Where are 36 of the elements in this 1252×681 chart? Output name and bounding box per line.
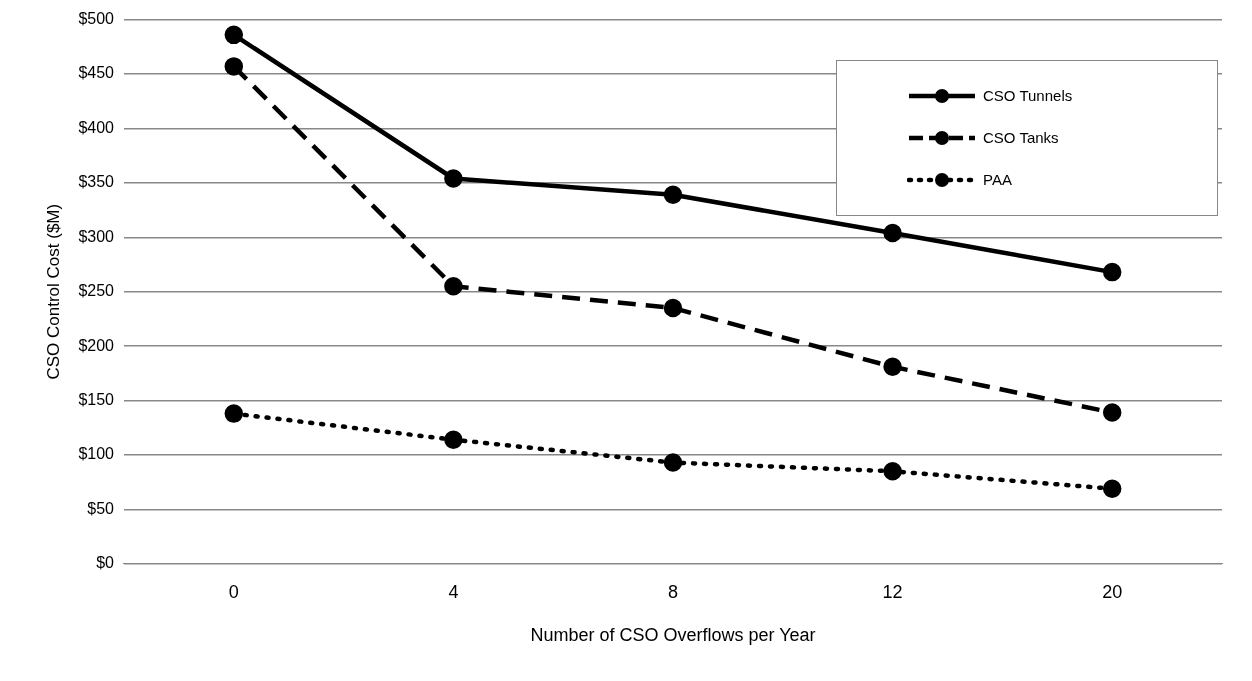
point [444,169,463,188]
y-axis-title: CSO Control Cost ($M) [43,203,63,380]
x-tick-label: 12 [882,581,903,602]
legend-label: CSO Tanks [983,129,1059,147]
point [1102,479,1122,498]
point [224,25,244,45]
point [444,277,463,296]
point [883,462,902,481]
y-tick-label: $300 [78,227,115,245]
y-tick-label: $450 [78,64,115,82]
x-axis-title: Number of CSO Overflows per Year [530,625,816,646]
x-tick-label: 4 [448,581,459,602]
x-tick-label: 8 [667,581,678,602]
point [883,357,902,377]
point [663,185,683,205]
x-tick-label: 20 [1102,581,1123,602]
x-tick-label: 0 [228,581,239,602]
point [883,223,902,243]
y-tick-label: $400 [78,118,115,136]
point [224,57,244,76]
y-tick-label: $500 [78,10,115,28]
y-tick-label: $250 [78,282,115,300]
legend-label: PAA [983,171,1012,189]
y-tick-label: $100 [78,445,115,463]
point [1102,403,1122,422]
legend-label: CSO Tunnels [983,87,1073,105]
point [663,298,683,318]
y-tick-label: $50 [87,499,115,517]
point [663,453,683,472]
y-tick-label: $200 [78,336,115,354]
y-tick-label: $150 [78,390,115,408]
point [444,430,463,449]
point [1102,262,1122,282]
point [224,404,244,423]
y-tick-label: $0 [96,554,115,572]
y-tick-label: $350 [78,173,115,191]
